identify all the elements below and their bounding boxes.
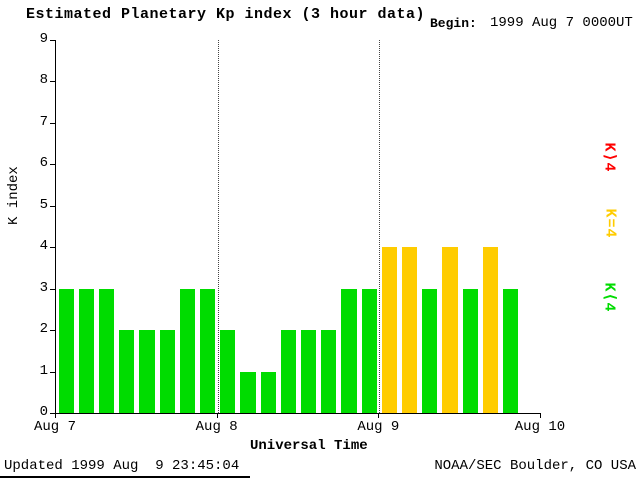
x-axis-label: Universal Time xyxy=(250,438,368,454)
begin-value: 1999 Aug 7 0000UT xyxy=(490,15,633,31)
y-tick-mark xyxy=(50,413,55,414)
x-tick-label: Aug 10 xyxy=(514,419,566,435)
footer-updated-timestamp: Updated 1999 Aug 9 23:45:04 xyxy=(4,458,240,474)
kp-bar xyxy=(301,330,317,413)
y-tick-mark xyxy=(50,164,55,166)
y-tick-label: 4 xyxy=(39,238,48,255)
day-divider-line xyxy=(217,40,219,413)
kp-bar xyxy=(442,247,458,413)
kp-bar xyxy=(361,288,377,413)
kp-bar xyxy=(280,330,296,413)
kp-bar xyxy=(422,288,438,413)
x-tick-mark xyxy=(55,413,56,418)
y-tick-label: 2 xyxy=(39,321,48,338)
y-tick-mark xyxy=(50,40,55,41)
y-tick-mark xyxy=(50,81,55,83)
y-tick-label: 7 xyxy=(39,113,48,130)
y-tick-mark xyxy=(50,122,55,124)
y-tick-mark xyxy=(50,330,55,332)
y-tick-label: 9 xyxy=(39,31,48,47)
kp-bar xyxy=(220,330,236,413)
day-divider-line xyxy=(379,40,381,413)
y-tick-label: 3 xyxy=(39,279,48,296)
begin-label: Begin: xyxy=(430,16,477,31)
kp-bar xyxy=(139,330,155,413)
kp-bar xyxy=(482,247,499,413)
y-tick-label: 8 xyxy=(39,72,48,89)
bottom-rule xyxy=(0,476,250,478)
plot-area xyxy=(55,40,541,414)
kp-bar xyxy=(381,247,398,413)
y-tick-mark xyxy=(50,288,55,290)
x-tick-mark xyxy=(540,413,541,418)
x-tick-mark xyxy=(216,413,218,418)
kp-bar xyxy=(199,288,216,413)
kp-bar xyxy=(402,247,418,413)
x-tick-label: Aug 9 xyxy=(357,419,400,435)
legend-item-k-gt-4: K⟩4 xyxy=(600,142,618,173)
y-tick-mark xyxy=(50,205,55,207)
kp-bar xyxy=(159,330,175,413)
chart-title: Estimated Planetary Kp index (3 hour dat… xyxy=(26,6,426,23)
y-tick-mark xyxy=(50,247,55,249)
y-tick-mark xyxy=(50,371,55,373)
y-axis-label: K index xyxy=(6,166,22,225)
y-tick-label: 6 xyxy=(39,155,48,172)
kp-bar xyxy=(321,330,337,413)
legend-item-k-eq-4: K=4 xyxy=(601,208,619,239)
kp-bar xyxy=(98,288,115,413)
kp-bar xyxy=(503,288,519,413)
x-tick-label: Aug 8 xyxy=(195,419,238,435)
kp-bar xyxy=(260,371,276,413)
kp-bar xyxy=(341,288,357,413)
kp-bar xyxy=(78,288,94,413)
kp-bar xyxy=(179,288,195,413)
y-tick-label: 0 xyxy=(39,404,48,420)
x-tick-mark xyxy=(378,413,380,418)
footer-organization: NOAA/SEC Boulder, CO USA xyxy=(434,458,636,474)
kp-bar xyxy=(240,371,256,413)
y-tick-label: 1 xyxy=(39,362,48,379)
y-tick-label: 5 xyxy=(39,196,48,213)
legend-item-k-lt-4: K⟨4 xyxy=(600,282,618,313)
x-tick-label: Aug 7 xyxy=(33,419,76,435)
kp-bar xyxy=(58,288,74,413)
kp-bar xyxy=(462,288,478,413)
kp-bar xyxy=(119,330,135,413)
